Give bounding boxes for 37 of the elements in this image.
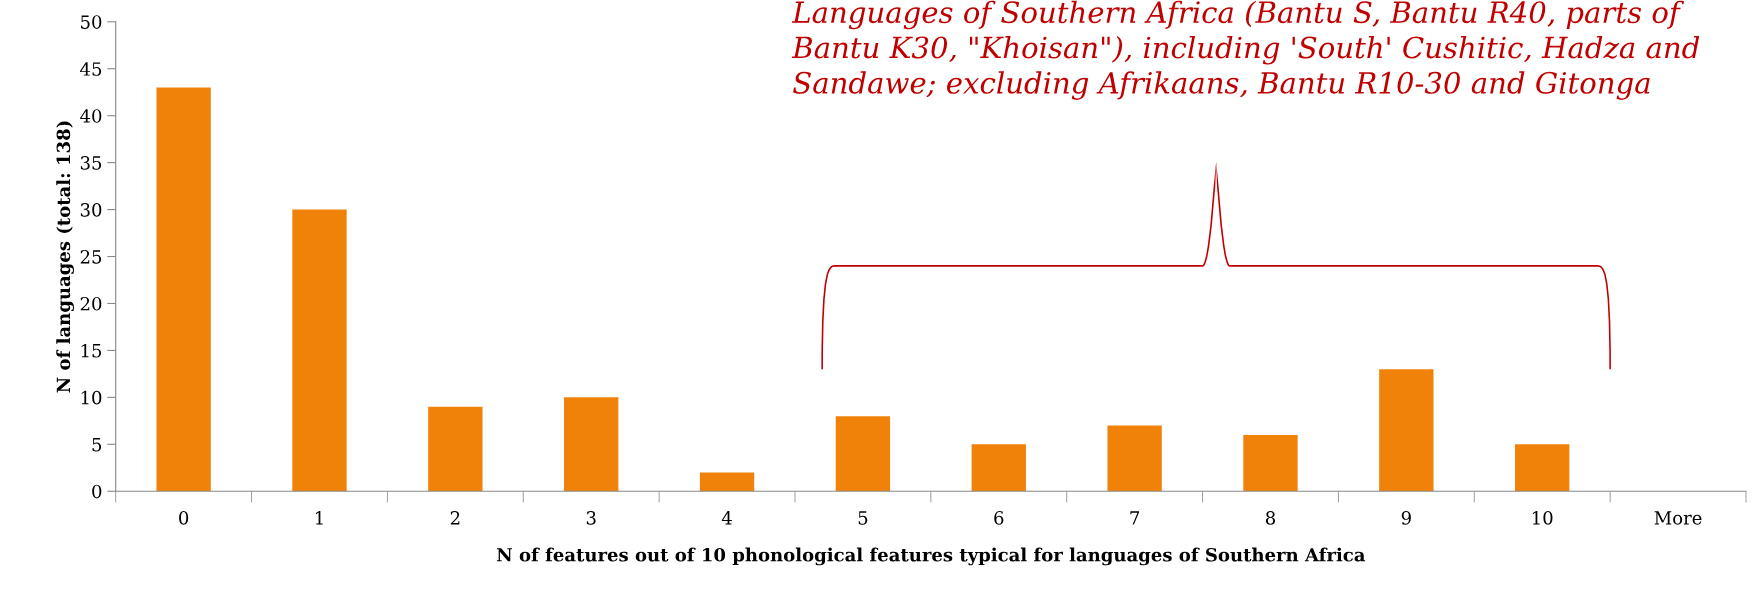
y-tick-label: 35 <box>80 156 102 170</box>
bar <box>156 87 211 492</box>
annotation: Languages of Southern Africa (Bantu S, Bantu R40, parts of Bantu K30, "Khoisan"), including 'South' Cushitic, Hadza and Sandawe; excluding Afrikaans, Bantu R10-30 and Gitonga <box>791 0 1700 100</box>
bar <box>1515 444 1570 492</box>
x-tick-label: 9 <box>1401 511 1411 525</box>
x-tick-label: 3 <box>586 511 596 525</box>
bar <box>835 416 891 492</box>
bar <box>428 406 483 492</box>
bar <box>292 209 347 492</box>
x-tick-label: 5 <box>858 511 868 525</box>
bar <box>971 444 1026 492</box>
y-tick-label: 20 <box>80 296 102 311</box>
x-tick-label: 10 <box>1532 511 1553 525</box>
y-axis-title: N of languages (total: 138) <box>56 121 74 393</box>
y-tick-label: 15 <box>81 343 102 358</box>
bar <box>1379 369 1434 492</box>
x-tick-label: 0 <box>179 511 189 525</box>
y-tick-label: 40 <box>80 109 102 123</box>
x-tick-label: 1 <box>315 511 323 525</box>
x-tick-label: 8 <box>1265 511 1276 525</box>
bar <box>1107 425 1162 492</box>
bar <box>699 472 755 492</box>
x-tick-label: 7 <box>1130 511 1140 525</box>
y-tick-label: 45 <box>80 62 102 76</box>
x-tick-label: More <box>1654 511 1702 525</box>
y-tick-label: 50 <box>81 15 102 29</box>
y-tick-label: 25 <box>80 249 102 264</box>
y-tick-label: 5 <box>92 438 102 452</box>
x-tick-label: 2 <box>450 511 460 525</box>
y-tick-label: 10 <box>81 390 102 405</box>
x-axis-title: N of features out of 10 phonological features typical for languages of Southern Africa <box>496 547 1366 566</box>
x-tick-label: 4 <box>721 511 732 525</box>
x-tick-label: 6 <box>994 511 1004 525</box>
y-tick-label: 30 <box>80 203 102 217</box>
bar <box>564 397 619 492</box>
bar <box>1243 434 1298 492</box>
y-tick-label: 0 <box>92 484 102 499</box>
